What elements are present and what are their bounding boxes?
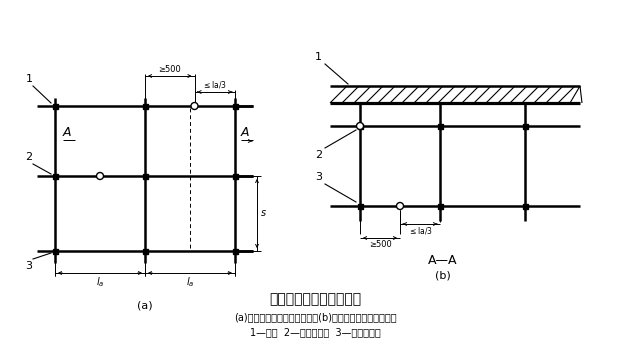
Text: A—A: A—A	[428, 255, 457, 268]
Text: (b): (b)	[435, 271, 451, 281]
Bar	[232, 248, 237, 253]
Text: 1—立杆  2—纵向水平杆  3—横向水平杆: 1—立杆 2—纵向水平杆 3—横向水平杆	[250, 327, 380, 337]
Text: 2: 2	[315, 150, 322, 160]
Text: 1: 1	[315, 52, 322, 62]
Circle shape	[396, 203, 403, 209]
Text: 3: 3	[25, 261, 33, 271]
Bar	[232, 104, 237, 109]
Text: (a)接头不在同步内（立面）；(b)接头不在同跨内（平面）: (a)接头不在同步内（立面）；(b)接头不在同跨内（平面）	[233, 312, 396, 322]
Text: 纵向水平杆对接接头布置: 纵向水平杆对接接头布置	[269, 292, 361, 306]
Bar	[232, 174, 237, 178]
Text: A: A	[241, 126, 249, 139]
Bar	[143, 174, 148, 178]
Text: 2: 2	[25, 152, 33, 162]
Text: 3: 3	[315, 172, 322, 182]
Bar	[522, 204, 528, 209]
Bar	[52, 248, 57, 253]
Bar	[52, 174, 57, 178]
Circle shape	[97, 173, 103, 179]
Text: $l_a$: $l_a$	[96, 275, 104, 289]
Text: ≥500: ≥500	[158, 65, 181, 74]
Text: $\leq$la/3: $\leq$la/3	[203, 79, 227, 90]
Text: A: A	[63, 126, 71, 139]
Bar	[437, 204, 442, 209]
Circle shape	[191, 103, 198, 109]
Text: $\leq$la/3: $\leq$la/3	[408, 225, 432, 236]
Text: ≥500: ≥500	[369, 240, 391, 249]
Bar	[358, 204, 362, 209]
Bar	[358, 123, 362, 129]
Circle shape	[357, 122, 363, 130]
Bar	[437, 123, 442, 129]
Text: (a): (a)	[137, 301, 153, 311]
Text: $s$: $s$	[260, 209, 267, 218]
Bar	[522, 123, 528, 129]
Bar	[143, 248, 148, 253]
Bar	[143, 104, 148, 109]
Bar	[52, 104, 57, 109]
Text: 1: 1	[25, 74, 33, 84]
Text: $l_a$: $l_a$	[186, 275, 194, 289]
